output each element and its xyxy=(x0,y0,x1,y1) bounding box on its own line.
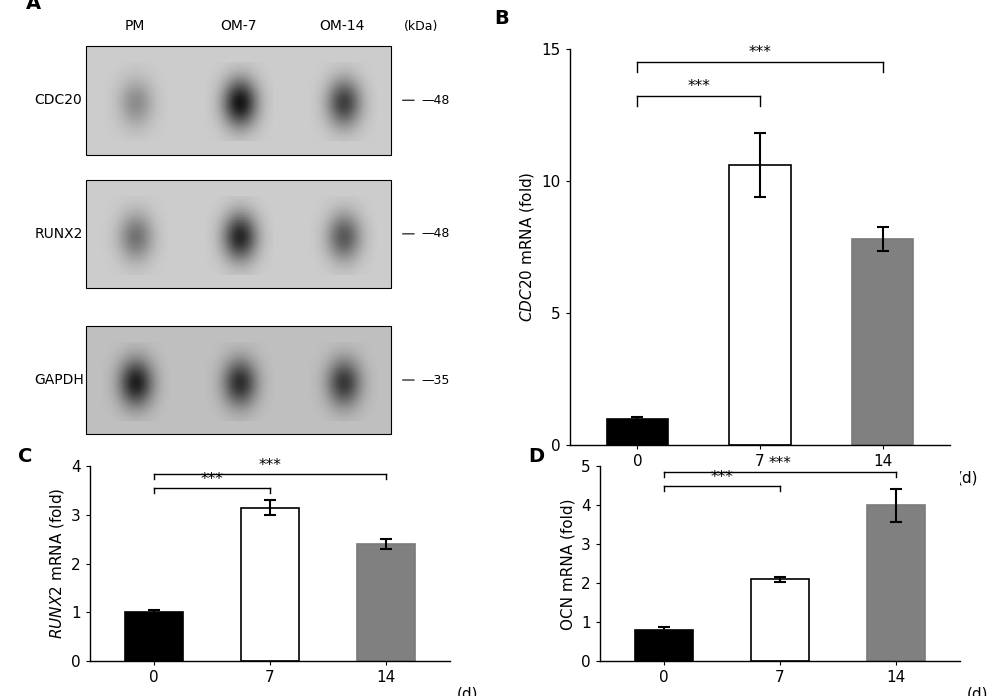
Text: D: D xyxy=(528,447,544,466)
Text: A: A xyxy=(26,0,41,13)
Bar xyxy=(86,180,391,288)
Text: CDC20: CDC20 xyxy=(34,93,82,107)
Bar xyxy=(357,544,415,661)
Text: ***: *** xyxy=(749,45,771,60)
Bar xyxy=(729,165,791,445)
Bar xyxy=(241,508,299,661)
Text: ***: *** xyxy=(200,473,223,487)
Text: ***: *** xyxy=(710,470,733,485)
Bar xyxy=(86,326,391,434)
Bar xyxy=(852,239,913,445)
Text: —35: —35 xyxy=(421,374,450,386)
Y-axis label: $\it{RUNX2}$ mRNA (fold): $\it{RUNX2}$ mRNA (fold) xyxy=(48,488,66,640)
Text: C: C xyxy=(18,447,32,466)
Text: PM: PM xyxy=(125,19,145,33)
Text: GAPDH: GAPDH xyxy=(34,373,84,387)
Text: (kDa): (kDa) xyxy=(404,20,438,33)
Bar xyxy=(86,46,391,155)
Text: —48: —48 xyxy=(421,94,450,106)
Text: OM-7: OM-7 xyxy=(220,19,257,33)
Text: RUNX2: RUNX2 xyxy=(34,227,83,241)
Text: OM-14: OM-14 xyxy=(320,19,365,33)
Text: B: B xyxy=(494,9,509,28)
Text: —48: —48 xyxy=(421,228,450,240)
Bar xyxy=(607,419,668,445)
Text: ***: *** xyxy=(259,458,281,473)
Text: ***: *** xyxy=(687,79,710,95)
Bar xyxy=(867,505,925,661)
Text: (d): (d) xyxy=(967,686,988,696)
Text: ***: *** xyxy=(769,456,791,471)
Bar xyxy=(751,579,809,661)
Bar xyxy=(125,612,183,661)
Y-axis label: $\it{CDC20}$ mRNA (fold): $\it{CDC20}$ mRNA (fold) xyxy=(518,172,536,322)
Bar xyxy=(635,630,693,661)
Y-axis label: OCN mRNA (fold): OCN mRNA (fold) xyxy=(561,498,576,629)
Text: (d): (d) xyxy=(457,686,478,696)
Text: (d): (d) xyxy=(957,470,978,485)
